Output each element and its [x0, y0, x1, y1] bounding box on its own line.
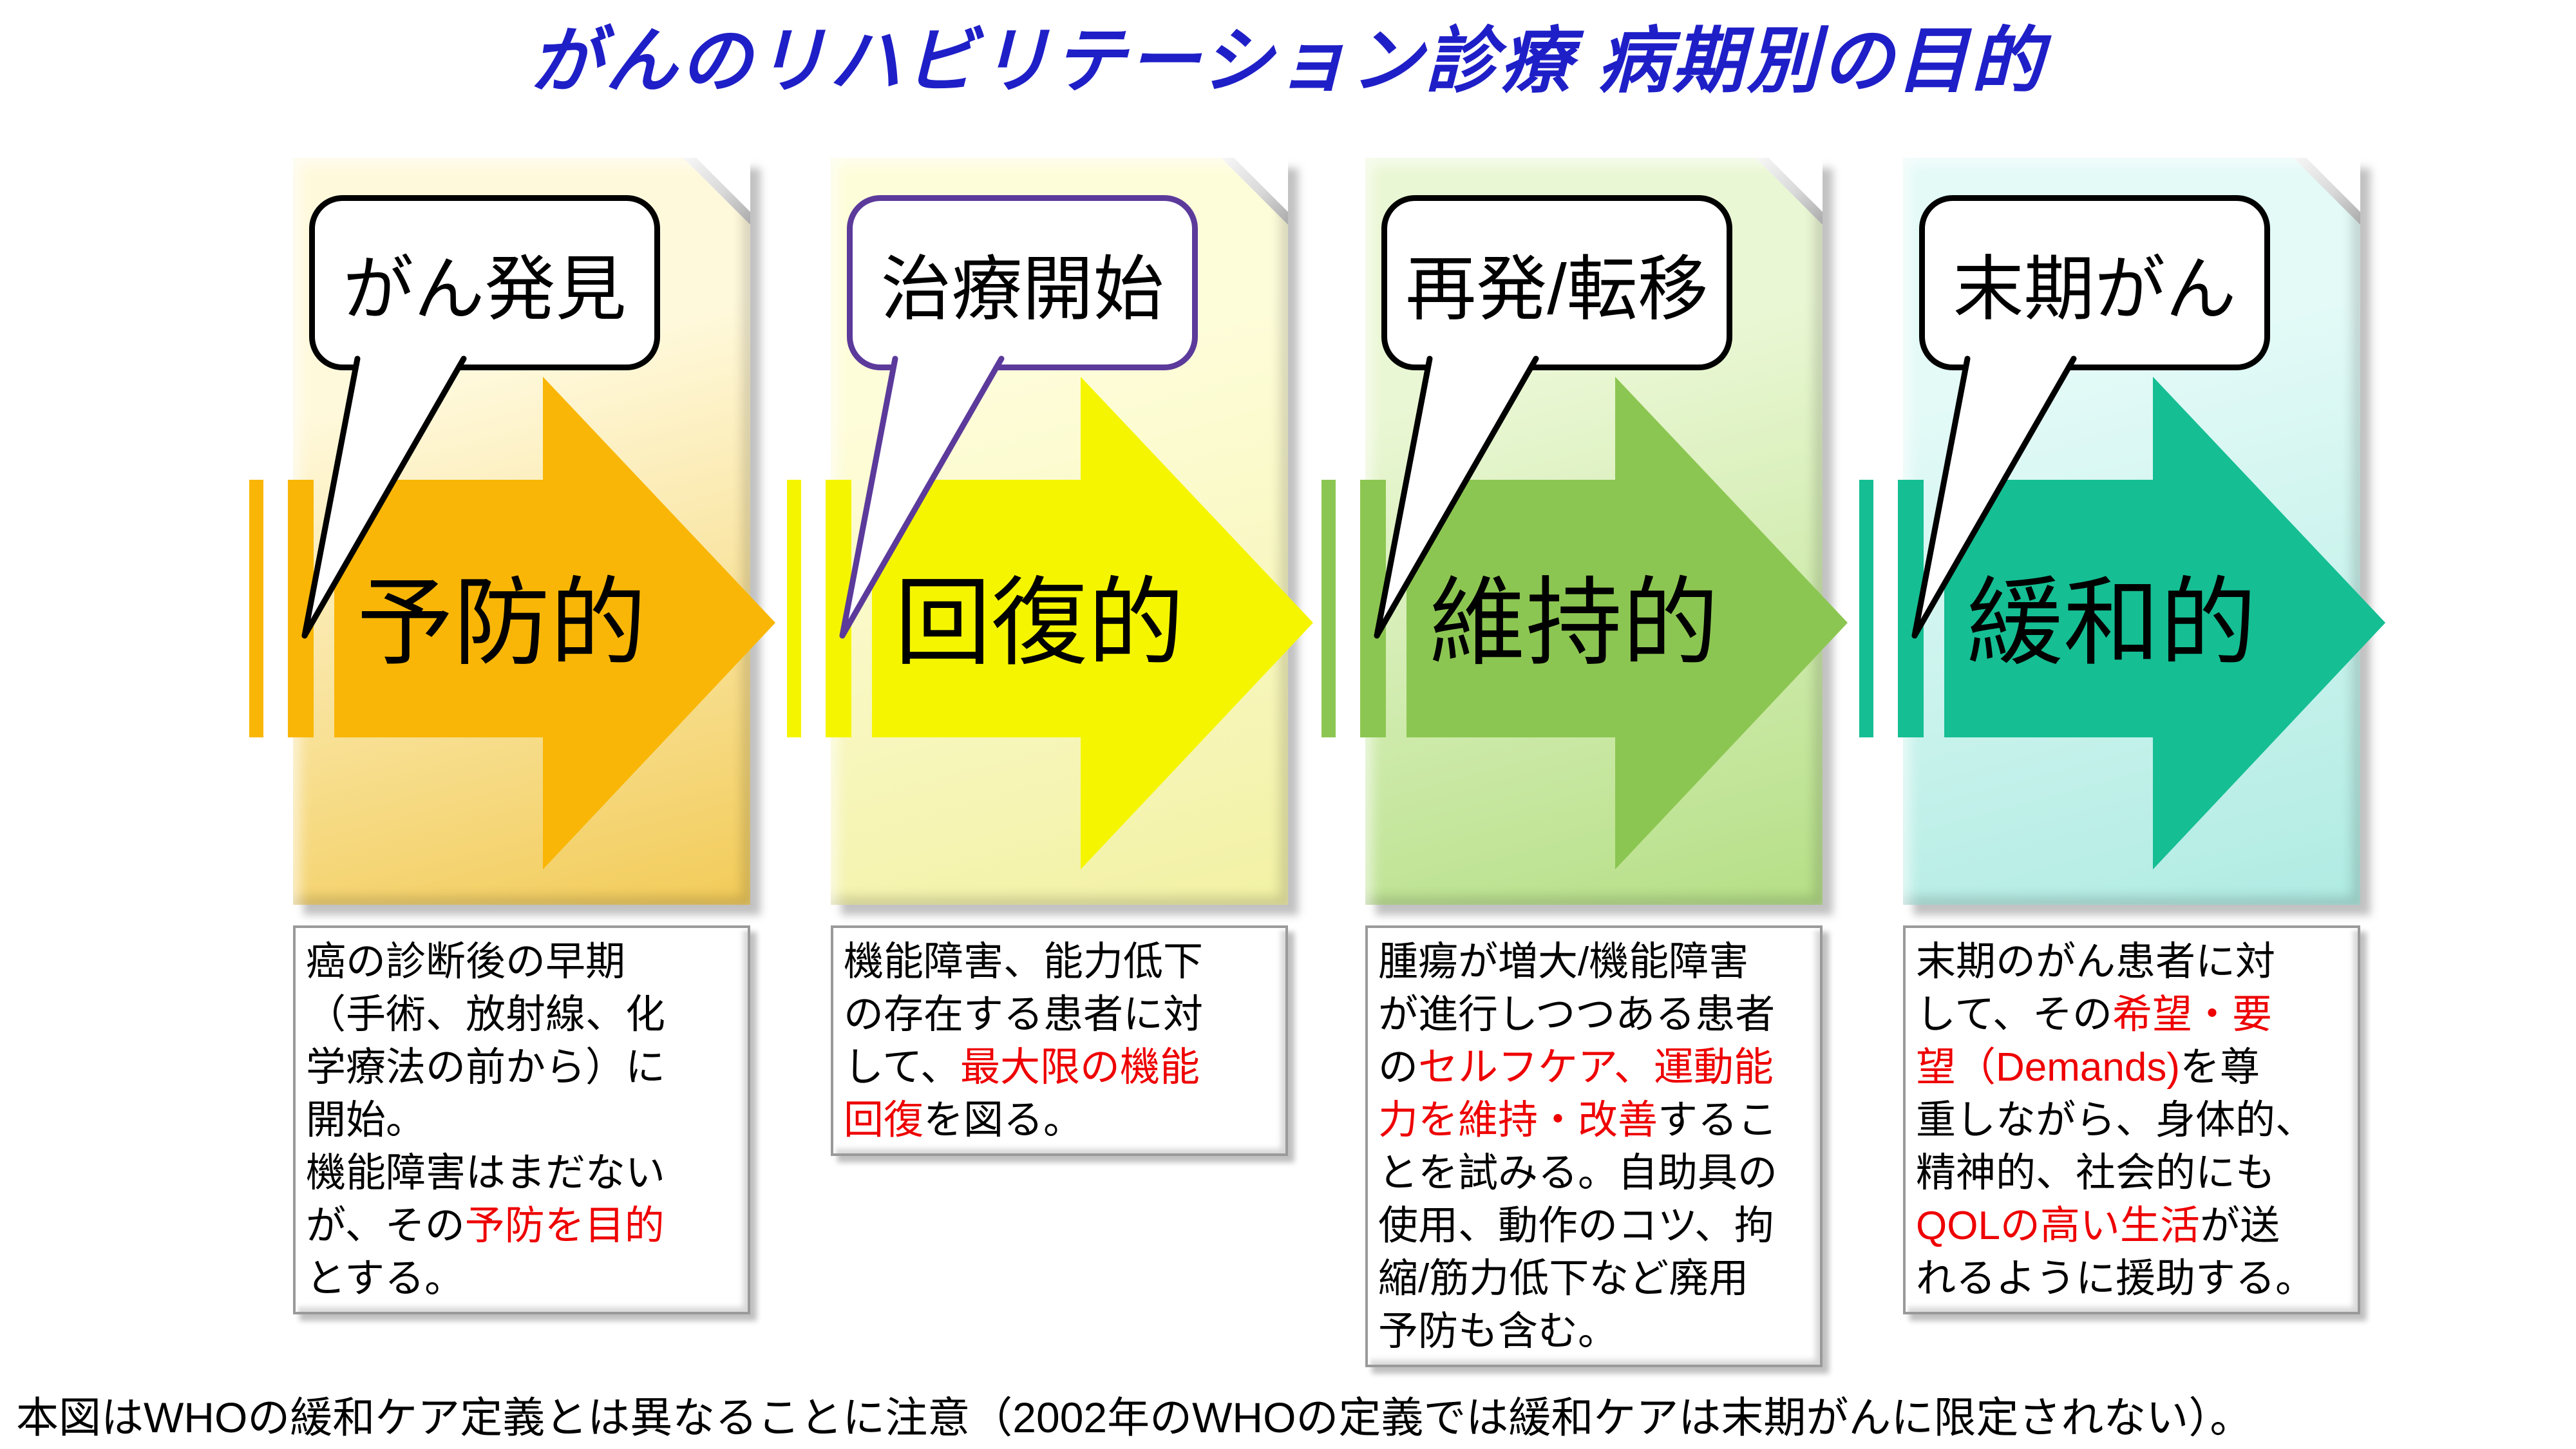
description-line: 重しながら、身体的、 — [1916, 1094, 2349, 1147]
description-line: 縮/筋力低下など廃用 — [1378, 1253, 1811, 1305]
body-text: が送 — [2199, 1204, 2280, 1248]
arrow-label: 回復的 — [894, 569, 1184, 677]
body-text: するこ — [1658, 1098, 1778, 1142]
body-text: が進行しつつある患者 — [1378, 992, 1776, 1037]
description-line: の存在する患者に対 — [844, 989, 1276, 1041]
description-line: れるように援助する。 — [1916, 1253, 2349, 1305]
timeline-bar — [1898, 480, 1924, 737]
description-line: 機能障害、能力低下 — [844, 936, 1276, 989]
description-line: のセルフケア、運動能 — [1378, 1041, 1811, 1094]
description-line: 使用、動作のコツ、拘 — [1378, 1200, 1811, 1253]
timeline-bar — [787, 480, 801, 737]
description-line: 末期のがん患者に対 — [1916, 936, 2349, 989]
body-text: を図る。 — [923, 1098, 1084, 1142]
highlighted-text: 望（Demands) — [1916, 1045, 2180, 1090]
body-text: 末期のがん患者に対 — [1916, 940, 2276, 984]
stage-panel-maintenance: 維持的 再発/転移 — [1321, 158, 1848, 905]
body-text: が、その — [306, 1204, 465, 1248]
timeline-bar — [826, 480, 851, 737]
description-line: 力を維持・改善するこ — [1378, 1094, 1811, 1147]
callout-bubble: 再発/転移 — [1381, 195, 1732, 370]
body-text: の存在する患者に対 — [844, 992, 1204, 1037]
description-line: とする。 — [306, 1253, 739, 1305]
highlighted-text: 力を維持・改善 — [1378, 1098, 1658, 1142]
description-line: して、最大限の機能 — [844, 1041, 1276, 1094]
callout-bubble: がん発見 — [309, 195, 660, 370]
arrow-label: 緩和的 — [1966, 569, 2257, 677]
highlighted-text: 予防を目的 — [464, 1204, 665, 1248]
body-text: 開始。 — [306, 1098, 426, 1142]
stage-panel-preventive: 予防的 がん発見 — [249, 158, 775, 905]
description-line: 腫瘍が増大/機能障害 — [1378, 936, 1811, 989]
body-text: 縮/筋力低下など廃用 — [1378, 1256, 1749, 1301]
arrow-label: 維持的 — [1428, 569, 1719, 677]
highlighted-text: 回復 — [844, 1098, 924, 1142]
body-text: 精神的、社会的にも — [1916, 1151, 2276, 1195]
description-line: とを試みる。自助具の — [1378, 1147, 1811, 1200]
stage-panel-palliative: 緩和的 末期がん — [1859, 158, 2385, 905]
body-text: とを試みる。自助具の — [1378, 1151, 1778, 1195]
body-text: の — [1378, 1045, 1419, 1090]
timeline-bar — [1321, 480, 1336, 737]
description-line: 癌の診断後の早期 — [306, 936, 739, 989]
slide-title: がんのリハビリテーション診療 病期別の目的 — [530, 21, 2046, 101]
timeline-bar — [1360, 480, 1386, 737]
highlighted-text: セルフケア、運動能 — [1418, 1045, 1774, 1090]
description-line: が進行しつつある患者 — [1378, 989, 1811, 1041]
body-text: 学療法の前から）に — [306, 1045, 666, 1090]
description-line: 機能障害はまだない — [306, 1147, 739, 1200]
body-text: して、その — [1916, 992, 2113, 1037]
description-line: 予防も含む。 — [1378, 1305, 1811, 1358]
description-line: （手術、放射線、化 — [306, 989, 739, 1041]
description-line: 精神的、社会的にも — [1916, 1147, 2349, 1200]
timeline-bar — [288, 480, 314, 737]
description-line: 学療法の前から）に — [306, 1041, 739, 1094]
description-line: 開始。 — [306, 1094, 739, 1147]
highlighted-text: 希望・要 — [2112, 992, 2273, 1037]
body-text: 重しながら、身体的、 — [1916, 1098, 2316, 1142]
description-line: 望（Demands)を尊 — [1916, 1041, 2349, 1094]
body-text: （手術、放射線、化 — [306, 992, 666, 1037]
description-box-restorative: 機能障害、能力低下 の存在する患者に対 して、最大限の機能 回復を図る。 — [831, 925, 1288, 1156]
arrow-label: 予防的 — [356, 569, 647, 677]
timeline-bar — [249, 480, 263, 737]
body-text: 機能障害はまだない — [306, 1151, 666, 1195]
body-text: 機能障害、能力低下 — [844, 940, 1204, 984]
callout-bubble: 末期がん — [1919, 195, 2270, 370]
description-box-palliative: 末期のがん患者に対 して、その希望・要 望（Demands)を尊 重しながら、身体的、… — [1903, 925, 2360, 1314]
highlighted-text: QOLの高い生活 — [1916, 1204, 2200, 1248]
body-text: 癌の診断後の早期 — [306, 940, 626, 984]
timeline-bar — [1859, 480, 1873, 737]
body-text: とする。 — [306, 1256, 465, 1301]
body-text: を尊 — [2180, 1045, 2260, 1090]
stage-panel-restorative: 回復的 治療開始 — [787, 158, 1313, 905]
description-line: して、その希望・要 — [1916, 989, 2349, 1041]
description-line: が、その予防を目的 — [306, 1200, 739, 1253]
body-text: れるように援助する。 — [1916, 1256, 2316, 1301]
description-box-preventive: 癌の診断後の早期 （手術、放射線、化 学療法の前から）に 開始。 機能障害はまだない が、… — [293, 925, 750, 1314]
body-text: 使用、動作のコツ、拘 — [1378, 1204, 1775, 1248]
description-line: 回復を図る。 — [844, 1094, 1276, 1147]
body-text: 腫瘍が増大/機能障害 — [1378, 940, 1749, 984]
footnote-text: 本図はWHOの緩和ケア定義とは異なることに注意（2002年のWHOの定義では緩和… — [16, 1394, 2253, 1441]
description-box-maintenance: 腫瘍が増大/機能障害 が進行しつつある患者 のセルフケア、運動能 力を維持・改善するこ… — [1365, 925, 1823, 1367]
body-text: 予防も含む。 — [1378, 1309, 1618, 1354]
description-line: QOLの高い生活が送 — [1916, 1200, 2349, 1253]
highlighted-text: 最大限の機能 — [960, 1045, 1200, 1090]
callout-bubble: 治療開始 — [847, 195, 1198, 370]
body-text: して、 — [844, 1045, 961, 1090]
